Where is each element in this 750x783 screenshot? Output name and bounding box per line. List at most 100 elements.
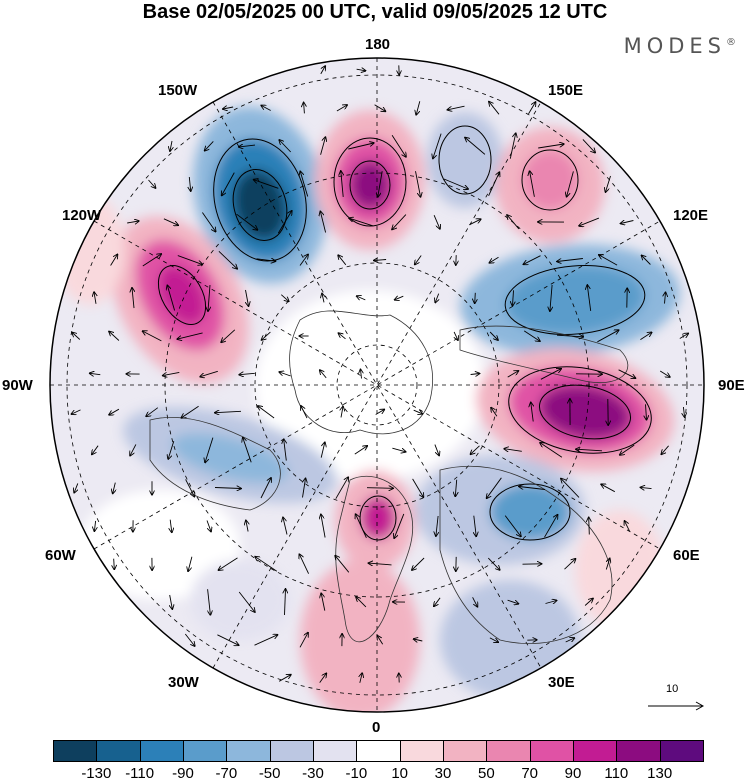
wind-vector [443,178,468,189]
wind-vector [606,175,611,192]
colorbar-swatch [53,740,98,762]
colorbar-tick-label: 110 [604,765,629,782]
wind-vector [283,518,288,535]
wind-vector [490,256,499,263]
wind-vector [243,438,252,463]
wind-vector [509,133,515,159]
wind-vector [113,482,116,494]
lon-label-150e: 150E [548,82,584,99]
wind-vector [254,635,278,646]
wind-vector [254,180,279,189]
wind-vector [434,444,439,456]
colorbar-swatch [529,740,574,762]
wind-vector [507,599,519,604]
colorbar-tick-label: 10 [391,765,408,782]
wind-vector [601,484,616,493]
colorbar-tick-label: 130 [647,765,673,782]
colorbar-swatch [139,740,184,762]
colorbar-tick-label: -50 [258,765,281,782]
colorbar-swatch [183,740,228,762]
wind-vector [544,515,558,538]
wind-vector [258,406,275,419]
wind-vector [378,171,383,197]
wind-vector [177,332,203,339]
wind-vector [90,373,101,374]
wind-vector [504,515,521,537]
wind-vector [395,296,404,300]
wind-vector [319,673,327,683]
wind-vector [239,145,256,147]
lon-label-120w: 120W [62,207,102,224]
wind-vector [142,254,161,267]
colorbar-tick-label: -110 [125,765,155,782]
wind-vector [92,445,99,455]
registered-mark: ® [726,37,736,48]
wind-vector [320,442,325,458]
colorbar-swatch [573,740,618,762]
wind-vector [579,217,600,226]
wind-vector [416,101,421,114]
wind-vector [513,290,514,305]
wind-vector [366,488,393,489]
wind-vector [219,557,238,570]
lon-label-30w: 30W [168,674,199,691]
wind-vector [215,411,242,412]
wind-vector [74,483,78,492]
wind-vector [584,599,593,606]
wind-vector-field [72,65,689,683]
wind-vector [642,256,651,265]
wind-vector [185,479,195,496]
wind-vector [589,518,590,535]
wind-vector [454,331,458,340]
wind-vector [200,370,218,376]
wind-vector [278,675,291,682]
wind-vector [567,171,574,196]
wind-vector [412,557,425,570]
wind-vector [109,332,120,341]
wind-vector [189,176,190,191]
wind-vector [606,559,609,570]
wind-vector [279,140,292,153]
wind-vector [205,437,214,463]
wind-vector [114,558,115,570]
wind-vector [550,284,552,311]
wind-vector [217,634,238,645]
wind-vector [519,487,545,490]
contour-lines [157,125,652,541]
wind-vector [564,559,576,570]
wind-vector [665,292,666,304]
colorbar-swatch [96,740,141,762]
colorbar-tick-label: -30 [302,765,324,782]
wind-vector [487,557,499,570]
wind-vector [474,515,476,537]
wind-vector [239,373,255,374]
wind-vector [465,138,486,155]
polar-anomaly-map [49,57,705,713]
wind-vector [339,333,346,340]
wind-vector [659,370,670,377]
wind-vector [214,488,241,489]
wind-vector [341,171,343,197]
wind-vector [341,407,343,418]
wind-vector [488,172,500,196]
wind-vector [523,330,540,341]
lon-label-150w: 150W [158,82,198,99]
wind-vector [504,449,522,452]
wind-vector [206,520,211,532]
wind-vector [299,255,308,266]
wind-vector [218,250,237,268]
wind-vector [374,104,386,112]
colorbar [53,740,704,762]
wind-vector [557,258,583,262]
wind-vector [94,520,95,531]
wind-vector [255,557,278,572]
wind-vector [369,563,392,565]
wind-vector [335,556,350,573]
wind-vector [261,106,271,111]
wind-vector [127,221,139,223]
wind-vector [582,139,595,152]
wind-vector [356,514,367,538]
colorbar-swatch [616,740,661,762]
lon-label-0: 0 [372,719,381,736]
wind-vector [260,478,271,499]
